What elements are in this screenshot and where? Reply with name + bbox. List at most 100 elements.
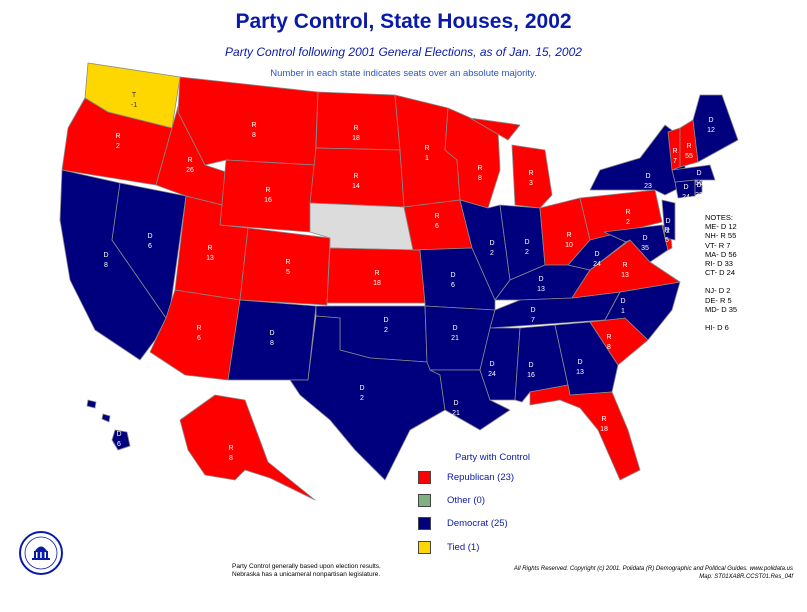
state-pa	[579, 189, 663, 241]
footnote-line: Nebraska has a unicameral nonpartisan le…	[232, 571, 381, 578]
note-line: RI- D 33	[705, 259, 733, 269]
state-tx	[289, 315, 446, 481]
state-label-mt-party: R	[251, 122, 256, 129]
legend-swatch	[418, 541, 431, 554]
state-label-ri-value: 33	[695, 192, 703, 199]
state-label-az-value: 6	[197, 335, 201, 342]
state-label-ri-party: D	[696, 182, 701, 189]
state-label-pa-value: 2	[626, 219, 630, 226]
state-label-al-party: D	[528, 362, 533, 369]
state-label-ct-party: D	[683, 184, 688, 191]
state-ma	[671, 164, 716, 183]
state-label-hi-value: 6	[117, 441, 121, 448]
note-line: NH- R 55	[705, 231, 737, 241]
note-line: NJ- D 2	[705, 286, 731, 296]
note-line: VT- R 7	[705, 240, 731, 250]
state-label-vt-value: 7	[673, 158, 677, 165]
state-label-fl-party: R	[601, 416, 606, 423]
state-label-id-value: 26	[186, 167, 194, 174]
state-label-mi-party: R	[528, 170, 533, 177]
legend-swatch	[418, 494, 431, 507]
state-label-wv-party: D	[594, 251, 599, 258]
state-label-ca-party: D	[103, 252, 108, 259]
state-label-or-value: 2	[116, 143, 120, 150]
state-label-nv-party: D	[147, 233, 152, 240]
state-label-ks-party: R	[374, 270, 379, 277]
state-label-il-value: 2	[490, 250, 494, 257]
state-label-co-party: R	[285, 259, 290, 266]
state-label-nj-value: 2	[666, 228, 670, 235]
state-label-ma-value: 56	[695, 180, 703, 187]
state-label-nd-party: R	[353, 125, 358, 132]
state-label-la-party: D	[453, 400, 458, 407]
state-label-va-party: R	[622, 262, 627, 269]
note-line: HI- D 6	[705, 323, 729, 333]
state-label-ia-value: 6	[435, 223, 439, 230]
state-label-ma-party: D	[696, 170, 701, 177]
state-label-de-value: 5	[665, 237, 669, 244]
state-mt	[177, 76, 319, 166]
state-label-ut-value: 13	[206, 255, 214, 262]
state-label-md-value: 35	[641, 245, 649, 252]
state-label-tn-party: D	[530, 307, 535, 314]
note-line: MA- D 56	[705, 249, 737, 259]
state-label-wy-party: R	[265, 187, 270, 194]
state-label-mn-party: R	[424, 145, 429, 152]
state-label-md-party: D	[642, 235, 647, 242]
state-label-id-party: R	[187, 157, 192, 164]
state-label-wv-value: 24	[593, 261, 601, 268]
state-label-sd-value: 14	[352, 183, 360, 190]
state-label-tn-value: 7	[531, 317, 535, 324]
state-label-ok-party: D	[383, 317, 388, 324]
state-label-mi-value: 3	[529, 180, 533, 187]
state-mi	[469, 117, 553, 209]
state-label-nj-party: D	[665, 218, 670, 225]
state-wy	[219, 159, 316, 233]
state-label-ga-value: 13	[576, 369, 584, 376]
footnote: Party Control generally based upon elect…	[232, 563, 381, 579]
notes-heading: NOTES:	[705, 213, 733, 222]
map-note: Number in each state indicates seats ove…	[270, 68, 537, 79]
state-label-al-value: 16	[527, 372, 535, 379]
state-label-nc-value: 1	[621, 308, 625, 315]
state-label-ut-party: R	[207, 245, 212, 252]
state-label-oh-party: R	[566, 232, 571, 239]
state-label-in-value: 2	[525, 249, 529, 256]
state-label-mo-party: D	[450, 272, 455, 279]
legend-label: Republican (23)	[447, 472, 515, 484]
state-label-in-party: D	[524, 239, 529, 246]
state-label-pa-party: R	[625, 209, 630, 216]
state-label-nc-party: D	[620, 298, 625, 305]
legend-label: Democrat (25)	[447, 518, 508, 530]
state-label-wa-party: T	[132, 92, 137, 99]
state-me	[692, 94, 739, 163]
legend-label: Other (0)	[447, 495, 486, 507]
footnote-line: Party Control generally based upon elect…	[232, 563, 381, 570]
state-co	[239, 227, 331, 306]
state-label-nv-value: 6	[148, 243, 152, 250]
state-label-az-party: R	[196, 325, 201, 332]
note-line: MD- D 35	[705, 304, 738, 314]
state-label-ny-value: 23	[644, 183, 652, 190]
state-label-nm-party: D	[269, 330, 274, 337]
state-label-mn-value: 1	[425, 155, 429, 162]
legend-item-other: Other (0)	[418, 494, 485, 507]
legend-title: Party with Control	[455, 452, 530, 463]
state-label-tx-party: D	[359, 385, 364, 392]
notes-block: NOTES: ME- D 12 NH- R 55 VT- R 7 MA- D 5…	[705, 213, 737, 332]
state-nj	[661, 199, 676, 241]
state-label-ga-party: D	[577, 359, 582, 366]
state-label-sc-value: 8	[607, 344, 611, 351]
state-label-mt-value: 8	[252, 132, 256, 139]
state-label-ks-value: 18	[373, 280, 381, 287]
state-label-ak-party: R	[228, 445, 233, 452]
note-line: DE- R 5	[705, 295, 732, 305]
state-label-hi-party: D	[116, 431, 121, 438]
state-label-ky-value: 13	[537, 286, 545, 293]
state-label-ok-value: 2	[384, 327, 388, 334]
state-label-ct-value: 24	[682, 194, 690, 201]
state-label-ny-party: D	[645, 173, 650, 180]
state-label-ms-value: 24	[488, 371, 496, 378]
state-label-il-party: D	[489, 240, 494, 247]
state-label-ky-party: D	[538, 276, 543, 283]
